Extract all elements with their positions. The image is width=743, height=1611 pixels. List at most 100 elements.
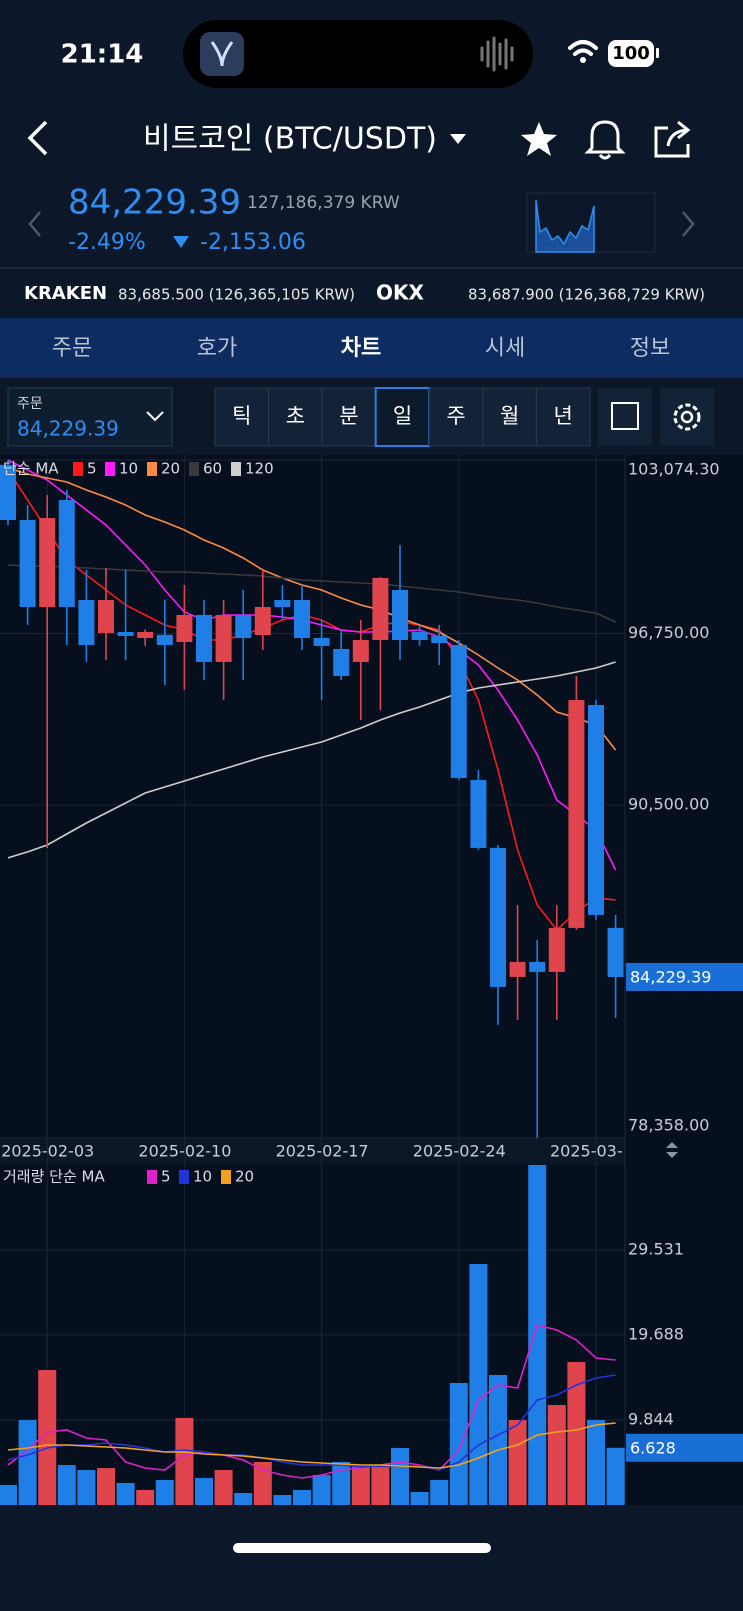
volume-bar <box>489 1374 507 1505</box>
tab-bar <box>0 318 743 378</box>
volume-bar <box>195 1477 213 1505</box>
exchange-name: OKX <box>376 281 425 305</box>
candle-body <box>509 961 526 977</box>
period-label: 일 <box>393 404 412 428</box>
app-icon <box>200 32 244 76</box>
next-arrow[interactable] <box>682 211 695 237</box>
x-tick-label: 2025-03- <box>550 1142 623 1161</box>
legend-swatch <box>147 1170 157 1184</box>
candle-body <box>176 614 193 642</box>
volume-bar <box>587 1420 605 1505</box>
change-percent: -2.49% <box>68 230 146 255</box>
candle-body <box>156 634 173 645</box>
order-chevron[interactable] <box>146 411 164 422</box>
period-button[interactable] <box>268 387 323 447</box>
header-title[interactable]: 비트코인 (BTC/USDT) <box>143 122 437 157</box>
volume-bar <box>234 1492 253 1505</box>
tab[interactable]: 차트 <box>341 336 381 361</box>
date-axis-bg <box>0 1139 626 1165</box>
candle-body <box>568 699 585 928</box>
wifi-icon <box>568 40 598 56</box>
period-button[interactable] <box>214 387 270 447</box>
candle-body <box>0 464 16 521</box>
y-tick-label: 103,074.30 <box>628 460 720 479</box>
volume-bar <box>253 1461 272 1505</box>
alert-icon[interactable] <box>584 120 626 160</box>
tab[interactable]: 시세 <box>485 336 525 361</box>
volume-bar <box>332 1461 351 1505</box>
last-volume-tag <box>626 1433 743 1462</box>
draw-button[interactable] <box>598 388 652 446</box>
home-indicator <box>233 1543 491 1553</box>
y-tick-label: 29.531 <box>628 1240 684 1259</box>
candle-body <box>78 599 95 645</box>
period-label: 월 <box>500 404 519 428</box>
volume-bar <box>38 1370 57 1505</box>
candle-body <box>117 631 134 636</box>
dynamic-island <box>183 20 533 88</box>
volume-bar <box>469 1263 488 1505</box>
volume-bar <box>430 1479 449 1505</box>
period-label: 주 <box>446 404 465 428</box>
volume-bar <box>293 1489 311 1505</box>
draw-icon <box>611 402 639 430</box>
back-button[interactable] <box>27 120 48 156</box>
volume-bar <box>273 1494 292 1505</box>
volume-bar <box>0 1484 17 1505</box>
y-tick-label: 9.844 <box>628 1409 674 1428</box>
ma-line <box>7 564 616 623</box>
tab[interactable]: 정보 <box>630 336 670 361</box>
tab[interactable]: 호가 <box>197 336 237 361</box>
ma-line <box>7 467 617 751</box>
price-krw: 127,186,379 KRW <box>247 193 400 213</box>
period-label: 분 <box>339 404 358 428</box>
order-price: 84,229.39 <box>17 417 119 441</box>
x-tick-label: 2025-02-03 <box>1 1142 94 1161</box>
ma-line <box>7 459 617 871</box>
candle-body <box>352 639 369 662</box>
volume-bar <box>312 1475 331 1505</box>
battery <box>608 40 654 67</box>
tab[interactable]: 주문 <box>52 336 92 361</box>
candle-body <box>313 637 330 646</box>
x-tick-label: 2025-02-24 <box>413 1142 506 1161</box>
candle-body <box>196 614 212 662</box>
period-button[interactable] <box>482 387 537 447</box>
share-icon[interactable] <box>654 120 691 158</box>
candle-body <box>490 847 506 987</box>
status-time: 21:14 <box>61 40 144 70</box>
candle-body <box>19 520 36 607</box>
legend-label: 60 <box>203 460 222 478</box>
y-tick-label: 78,358.00 <box>628 1116 709 1135</box>
candle-body <box>235 614 252 638</box>
candle-body <box>529 961 546 972</box>
candle-body <box>137 631 154 638</box>
legend-label: 20 <box>161 460 180 478</box>
period-label: 년 <box>554 404 573 428</box>
candle-body <box>431 635 448 643</box>
legend-label: 20 <box>235 1168 254 1186</box>
scale-icon[interactable] <box>666 1152 678 1158</box>
legend-swatch <box>73 462 83 476</box>
candle-body <box>607 927 624 977</box>
legend-label: 5 <box>161 1168 171 1186</box>
last-price-tag <box>626 962 743 991</box>
settings-icon-center <box>680 410 694 424</box>
volume-bar <box>351 1467 370 1505</box>
legend-swatch <box>179 1170 189 1184</box>
candle-body <box>58 500 75 607</box>
period-button[interactable] <box>535 387 591 447</box>
candle-body <box>333 648 350 676</box>
x-tick-label: 2025-02-17 <box>276 1142 369 1161</box>
settings-button[interactable] <box>660 388 714 446</box>
favorite-icon[interactable] <box>521 122 557 156</box>
prev-arrow[interactable] <box>28 211 41 237</box>
period-button[interactable] <box>374 387 431 447</box>
y-tick-label: 19.688 <box>628 1324 684 1343</box>
period-button[interactable] <box>321 387 377 447</box>
scale-icon[interactable] <box>666 1142 678 1148</box>
title-dropdown[interactable] <box>450 134 466 144</box>
order-box[interactable] <box>7 387 173 447</box>
candle-body <box>294 599 310 638</box>
